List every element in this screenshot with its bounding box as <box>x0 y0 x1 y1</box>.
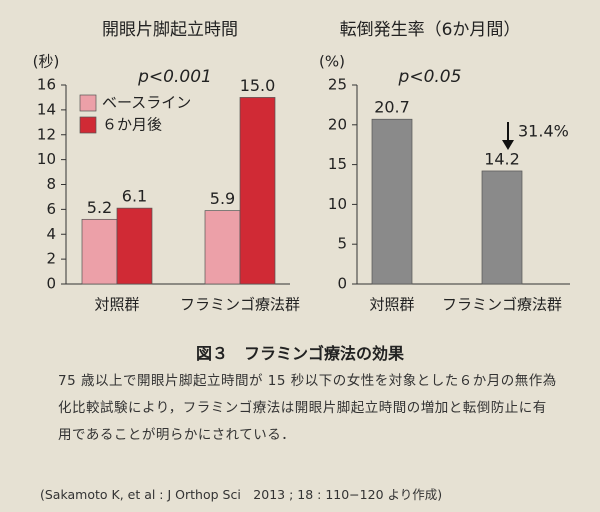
figure-description: 75 歳以上で開眼片脚起立時間が 15 秒以下の女性を対象とした６か月の無作為化… <box>58 373 557 443</box>
bar <box>481 170 523 285</box>
y-tick-label: 5 <box>337 235 347 253</box>
value-label: 15.0 <box>240 76 276 95</box>
y-tick-label: 15 <box>328 155 347 173</box>
y-tick-label: 8 <box>46 175 56 193</box>
bar <box>116 207 153 285</box>
value-label: 14.2 <box>484 149 520 168</box>
chart-title: 開眼片脚起立時間 <box>102 20 238 40</box>
y-tick-label: 0 <box>337 275 347 293</box>
bar <box>81 218 118 285</box>
legend-swatch <box>79 94 97 112</box>
x-tick-label: 対照群 <box>369 296 414 314</box>
legend-label: ６か月後 <box>102 116 162 134</box>
p-value: p<0.05 <box>398 67 462 87</box>
y-tick-label: 20 <box>328 115 347 133</box>
y-tick-label: 10 <box>328 195 347 213</box>
y-tick-label: 14 <box>37 100 56 118</box>
bar <box>371 118 413 285</box>
value-label: 20.7 <box>374 98 410 117</box>
y-tick-label: 0 <box>46 275 56 293</box>
change-arrowhead <box>502 140 514 150</box>
chart-title: 転倒発生率（6か月間） <box>340 20 521 40</box>
y-tick-label: 2 <box>46 250 56 268</box>
y-tick-label: 16 <box>37 76 56 94</box>
figure-citation: (Sakamoto K, et al : J Orthop Sci 2013 ;… <box>40 487 443 502</box>
value-label: 6.1 <box>122 187 147 206</box>
y-tick-label: 4 <box>46 225 56 243</box>
value-label: 5.9 <box>210 189 235 208</box>
y-tick-label: 12 <box>37 125 56 143</box>
value-label: 5.2 <box>87 198 112 217</box>
bar <box>204 210 241 285</box>
change-label: 31.4% <box>518 122 569 141</box>
p-value: p<0.001 <box>137 67 212 87</box>
figure-caption: 図３ フラミンゴ療法の効果 <box>195 344 404 363</box>
bar <box>239 97 276 285</box>
charts: 開眼片脚起立時間 (秒) p<0.001 0 2 4 6 8 10 12 14 16 対照群 フラミンゴ療… <box>33 20 570 314</box>
y-axis-label: (秒) <box>33 53 60 71</box>
x-tick-label: フラミンゴ療法群 <box>442 296 562 314</box>
y-tick-label: 6 <box>46 200 56 218</box>
x-tick-label: フラミンゴ療法群 <box>180 296 300 314</box>
y-tick-label: 10 <box>37 150 56 168</box>
x-tick-label: 対照群 <box>94 296 139 314</box>
y-tick-label: 25 <box>328 76 347 94</box>
legend-swatch <box>79 116 97 134</box>
y-axis-label: (%) <box>319 53 345 71</box>
legend-label: ベースライン <box>102 94 191 112</box>
